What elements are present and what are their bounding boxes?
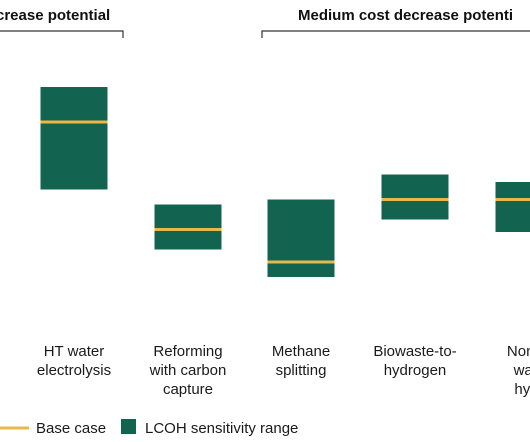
group-headers: crease potential Medium cost decrease pot…: [0, 7, 530, 38]
category-label-2: Reforming with carbon capture: [149, 343, 227, 398]
legend: Base case LCOH sensitivity range: [0, 419, 298, 437]
category-label-4: Biowaste-to-hydrogen: [373, 343, 456, 379]
legend-range-label: LCOH sensitivity range: [145, 420, 298, 437]
legend-range-swatch: [121, 419, 136, 434]
range-bar-4: [381, 174, 449, 220]
category-label-1: HT water electrolysis: [37, 343, 111, 379]
range-bar-5: [495, 182, 530, 232]
range-bar-1: [40, 87, 108, 190]
category-label-5: Non-biwasthydr: [507, 343, 530, 398]
range-bar-2: [154, 204, 222, 250]
bars: [40, 87, 530, 277]
category-label-3: Methane splitting: [272, 343, 330, 379]
group-title-low: crease potential: [0, 7, 110, 24]
legend-base-case-label: Base case: [36, 420, 106, 437]
range-bar-3: [267, 199, 335, 277]
group-title-medium: Medium cost decrease potenti: [298, 7, 513, 24]
group-bracket-low: [0, 30, 124, 38]
group-bracket-medium: [261, 30, 530, 38]
